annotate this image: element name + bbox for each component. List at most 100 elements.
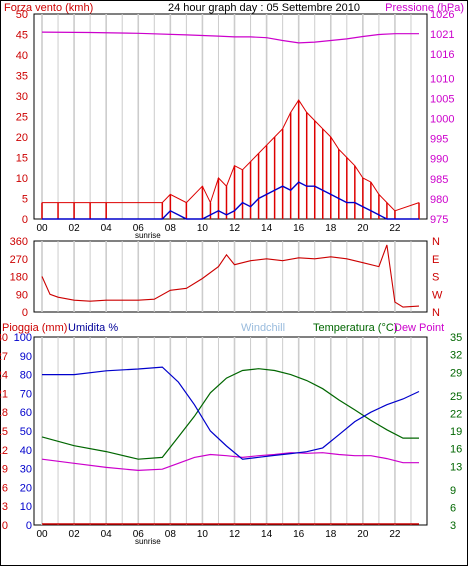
temperature-line (41, 368, 419, 460)
wind-y-tick-label: 0 (22, 214, 28, 226)
wind-chart-x-tick-label: 02 (69, 223, 81, 234)
wind-avg-line (42, 181, 419, 220)
temperature-y-tick-label: 35 (450, 332, 462, 344)
humidity-y-tick-label: 70 (20, 388, 32, 400)
humidity-y-tick-label: 100 (14, 332, 32, 344)
humidity-y-tick-label: 0 (26, 520, 32, 532)
pressure-y-tick-label: 980 (430, 194, 448, 206)
wind-y-tick-label: 25 (16, 112, 28, 124)
direction-y-tick-label: 180 (10, 272, 28, 284)
temperature-y-tick-label: 25 (450, 391, 462, 403)
wind-y-tick-label: 10 (16, 173, 28, 185)
rain-y-tick-label: 0 (2, 520, 8, 532)
wind-chart-sunrise-label: sunrise (135, 231, 161, 240)
humidity-chart-x-tick-label: 14 (261, 529, 273, 540)
wind-y-tick-label: 45 (16, 30, 28, 42)
wind-y-tick-label: 35 (16, 71, 28, 83)
direction-compass-label: N (432, 307, 440, 319)
temperature-y-tick-label: 29 (450, 367, 462, 379)
wind-chart-x-tick-label: 14 (261, 223, 273, 234)
wind-chart-x-tick-label: 16 (293, 223, 305, 234)
humidity-chart-x-tick-label: 18 (325, 529, 337, 540)
humidity-chart-x-tick-label: 04 (101, 529, 113, 540)
wind-chart-x-tick-label: 04 (101, 223, 113, 234)
wind-y-tick-label: 30 (16, 91, 28, 103)
direction-y-tick-label: 90 (16, 289, 28, 301)
humidity-chart-x-tick-label: 00 (36, 529, 48, 540)
header-labels: Forza vento (kmh) 24 hour graph day : 05 … (2, 2, 464, 334)
pressure-y-tick-label: 1021 (430, 29, 454, 41)
dewpoint-axis-title: Dew Point (394, 322, 444, 334)
wind-chart-x-tick-label: 10 (197, 223, 209, 234)
humidity-chart-x-tick-label: 16 (293, 529, 305, 540)
humidity-chart-x-tick-label: 02 (69, 529, 81, 540)
wind-chart-x-tick-label: 20 (357, 223, 369, 234)
wind-pressure-panel: 0510152025303540455097598098599099510001… (16, 9, 455, 240)
wind-chart-x-tick-label: 18 (325, 223, 337, 234)
direction-compass-label: W (432, 289, 443, 301)
temperature-axis-title: Temperatura (°C) (313, 322, 397, 334)
pressure-y-tick-label: 990 (430, 154, 448, 166)
rain-axis-title: Pioggia (mm) (2, 322, 67, 334)
wind-y-tick-label: 50 (16, 9, 28, 21)
pressure-y-tick-label: 975 (430, 214, 448, 226)
rain-y-tick-label: 3 (2, 501, 8, 513)
humidity-y-tick-label: 90 (20, 351, 32, 363)
temperature-y-tick-label: 13 (450, 461, 462, 473)
rain-y-tick-label: 15 (0, 426, 8, 438)
wind-chart-x-tick-label: 00 (36, 223, 48, 234)
wind-gust-line (42, 99, 420, 212)
humidity-y-tick-label: 80 (20, 370, 32, 382)
dewpoint-line (41, 452, 419, 472)
humidity-y-tick-label: 50 (20, 426, 32, 438)
rain-y-tick-label: 9 (2, 464, 8, 476)
rain-y-tick-label: 21 (0, 388, 8, 400)
wind-chart-x-tick-label: 22 (389, 223, 401, 234)
rain-y-tick-label: 18 (0, 407, 8, 419)
pressure-y-tick-label: 1000 (430, 114, 454, 126)
windchill-axis-title: Windchill (241, 322, 285, 334)
temperature-y-tick-label: 9 (450, 485, 456, 497)
humidity-line (42, 366, 420, 460)
humidity-y-tick-label: 10 (20, 501, 32, 513)
rain-y-tick-label: 24 (0, 370, 8, 382)
rain-y-tick-label: 30 (0, 332, 8, 344)
direction-y-tick-label: 0 (22, 307, 28, 319)
humidity-chart-x-tick-label: 08 (165, 529, 177, 540)
humidity-chart-x-tick-label: 22 (389, 529, 401, 540)
temperature-y-tick-label: 6 (450, 502, 456, 514)
rain-y-tick-label: 27 (0, 351, 8, 363)
humidity-axis-title: Umidita % (68, 322, 118, 334)
direction-y-tick-label: 360 (10, 236, 28, 248)
wind-direction-line (41, 244, 420, 308)
rain-y-tick-label: 12 (0, 445, 8, 457)
pressure-y-tick-label: 1005 (430, 93, 454, 105)
humidity-chart-sunrise-label: sunrise (135, 537, 161, 546)
humidity-chart-x-tick-label: 12 (229, 529, 241, 540)
pressure-y-tick-label: 985 (430, 174, 448, 186)
humidity-temperature-panel: 0102030405060708090100036912151821242730… (0, 332, 462, 546)
wind-y-tick-label: 5 (22, 194, 28, 206)
direction-compass-label: E (432, 254, 439, 266)
wind-y-tick-label: 15 (16, 153, 28, 165)
wind-y-tick-label: 40 (16, 50, 28, 62)
wind-chart-plot-area (33, 13, 428, 220)
humidity-y-tick-label: 30 (20, 464, 32, 476)
humidity-chart-x-tick-label: 10 (197, 529, 209, 540)
temperature-y-tick-label: 16 (450, 444, 462, 456)
wind-y-tick-label: 20 (16, 132, 28, 144)
temperature-y-tick-label: 3 (450, 520, 456, 532)
direction-compass-label: N (432, 236, 440, 248)
pressure-y-tick-label: 1026 (430, 9, 454, 21)
pressure-y-tick-label: 1016 (430, 49, 454, 61)
temperature-y-tick-label: 22 (450, 408, 462, 420)
pressure-y-tick-label: 1010 (430, 73, 454, 85)
wind-chart-x-tick-label: 06 (133, 223, 145, 234)
direction-y-tick-label: 270 (10, 254, 28, 266)
wind-axis-title: Forza vento (kmh) (4, 2, 93, 14)
pressure-y-tick-label: 995 (430, 134, 448, 146)
humidity-y-tick-label: 60 (20, 407, 32, 419)
pressure-line (41, 31, 419, 44)
